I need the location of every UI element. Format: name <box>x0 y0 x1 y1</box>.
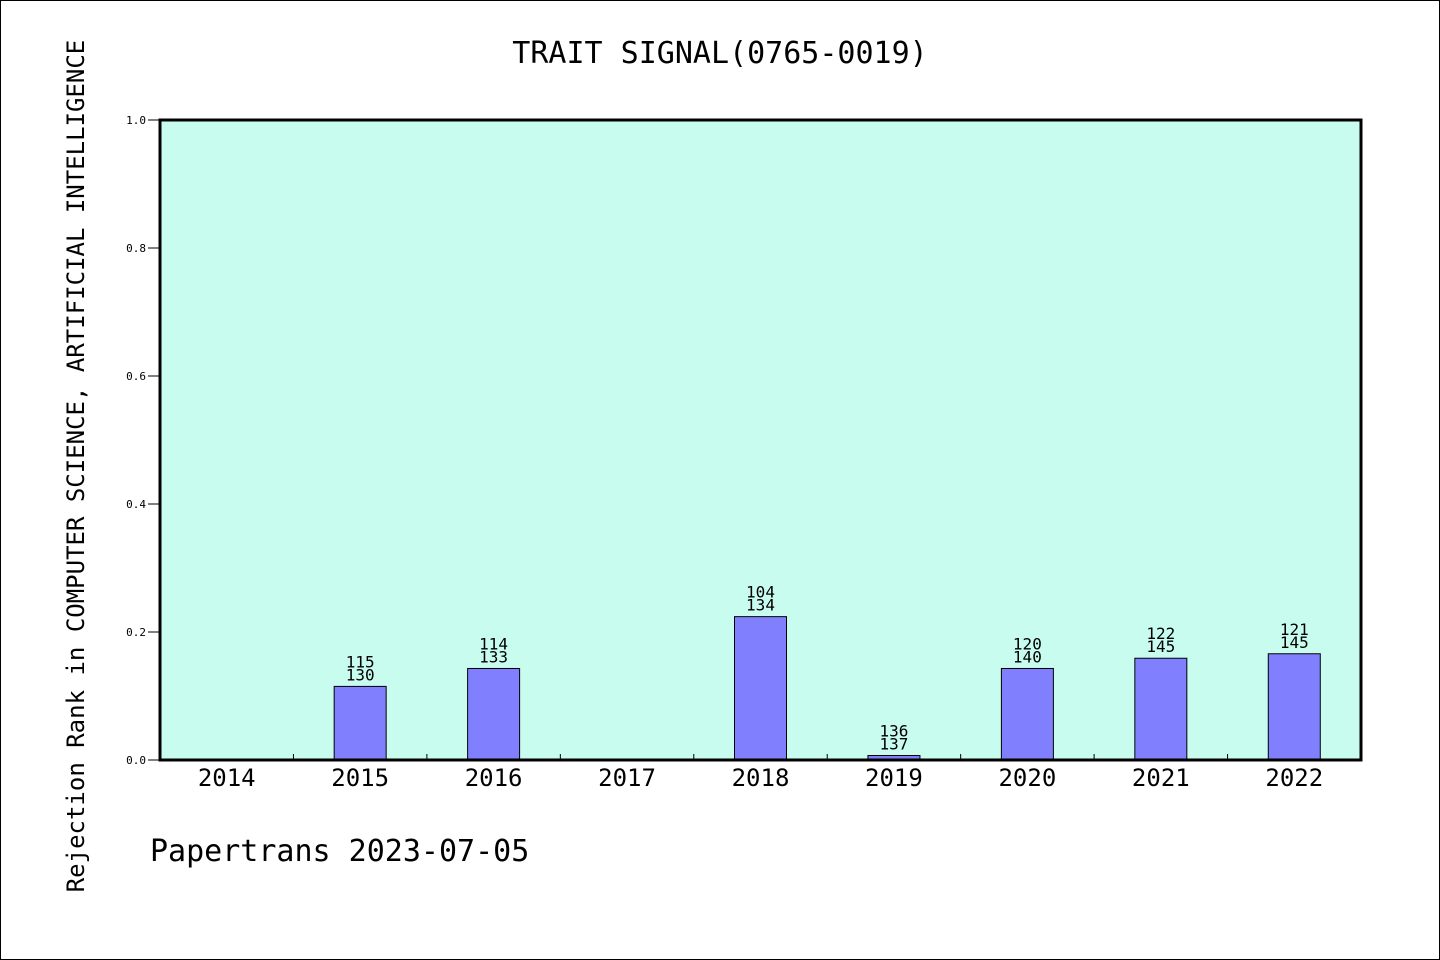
y-tick-label: 0.8 <box>126 242 146 255</box>
bar <box>1134 657 1188 761</box>
bar-label-top: 120 <box>1013 634 1042 653</box>
bar-label-bottom: 130 <box>346 665 375 684</box>
bar-label-top: 114 <box>479 634 508 653</box>
x-tick-label: 2020 <box>998 764 1056 792</box>
x-tick-label: 2014 <box>198 764 256 792</box>
bar-label-top: 104 <box>746 583 775 602</box>
bar-label-top: 122 <box>1146 624 1175 643</box>
bar <box>467 667 521 761</box>
bar-label-bottom: 145 <box>1146 637 1175 656</box>
x-tick-label: 2021 <box>1132 764 1190 792</box>
x-tick-label: 2019 <box>865 764 923 792</box>
bar-label-bottom: 145 <box>1280 633 1309 652</box>
chart-title: TRAIT SIGNAL(0765-0019) <box>512 36 928 71</box>
bar <box>1000 667 1054 761</box>
footer-note: Papertrans 2023-07-05 <box>150 834 530 869</box>
y-tick-label: 0.6 <box>126 370 146 383</box>
bar <box>333 685 387 761</box>
bar-label-bottom: 140 <box>1013 647 1042 666</box>
y-tick-label: 0.2 <box>126 626 146 639</box>
bar-label-top: 136 <box>879 722 908 741</box>
bar <box>734 616 787 761</box>
bar-label-top: 121 <box>1280 620 1309 639</box>
x-tick-label: 2018 <box>732 764 790 792</box>
x-tick-label: 2015 <box>331 764 389 792</box>
bar-label-top: 115 <box>346 652 375 671</box>
x-tick-label: 2017 <box>598 764 656 792</box>
bar <box>1267 653 1321 761</box>
y-tick-label: 0.0 <box>126 754 146 767</box>
y-tick-label: 1.0 <box>126 114 146 127</box>
bar-label-bottom: 137 <box>879 735 908 754</box>
bar-label-bottom: 133 <box>479 647 508 666</box>
plot-border <box>158 118 1363 762</box>
x-tick-label: 2016 <box>465 764 523 792</box>
x-tick-label: 2022 <box>1265 764 1323 792</box>
bar-label-bottom: 134 <box>746 596 775 615</box>
y-tick-label: 0.4 <box>126 498 146 511</box>
